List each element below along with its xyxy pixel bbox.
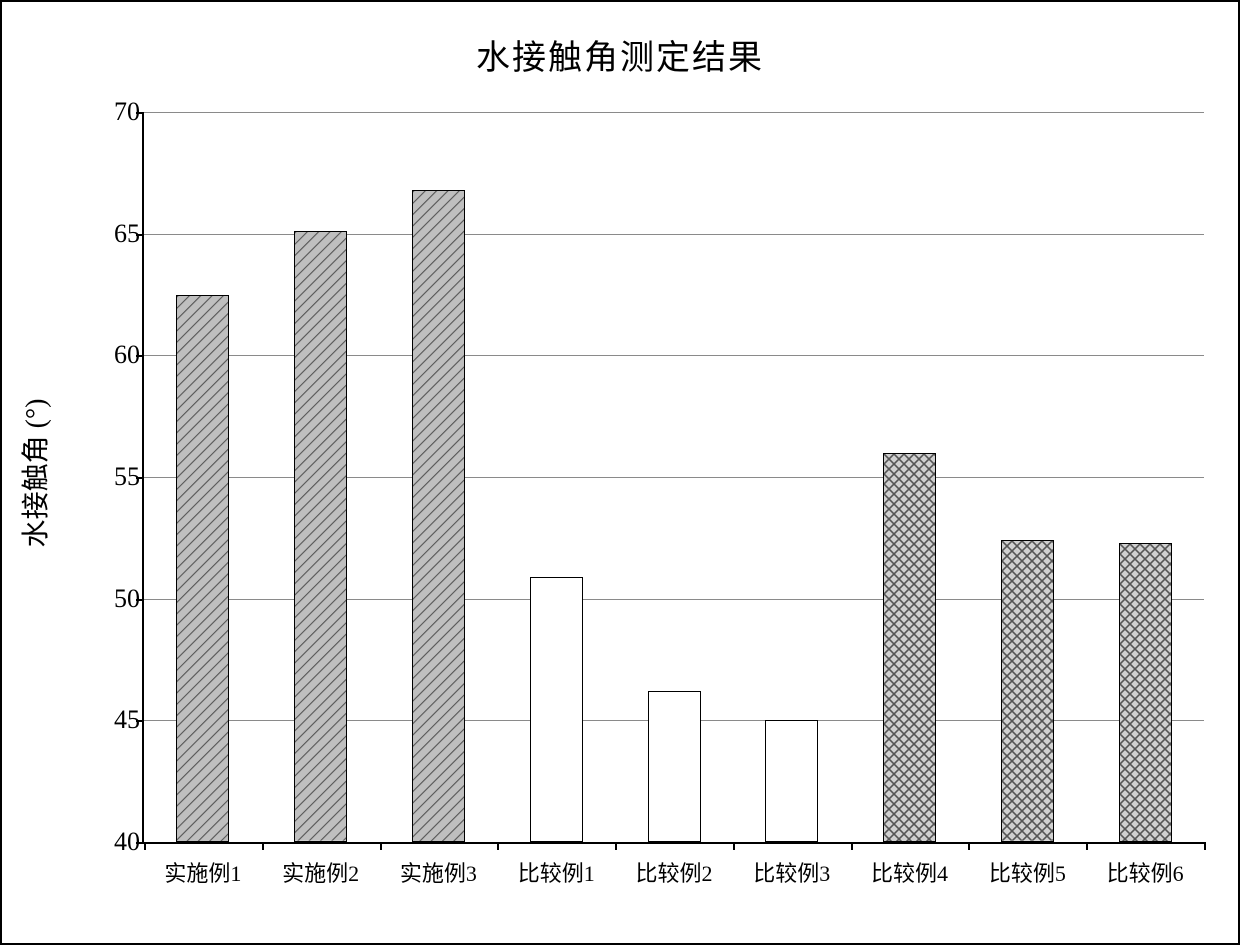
x-tick-label: 比较例5: [989, 856, 1066, 888]
y-axis-label: 水接触角 (°): [14, 398, 54, 547]
bar: [1119, 543, 1172, 842]
x-tick-label: 比较例1: [518, 856, 595, 888]
x-tick-mark: [733, 842, 735, 850]
y-axis-label-unit: (°): [21, 398, 52, 428]
y-tick-label: 55: [80, 462, 140, 492]
bar: [648, 691, 701, 842]
x-tick-label: 比较例4: [871, 856, 948, 888]
chart-title: 水接触角测定结果: [2, 30, 1238, 79]
y-tick-label: 60: [80, 340, 140, 370]
x-tick-label: 实施例2: [282, 856, 359, 888]
y-axis-label-text: 水接触角: [21, 435, 52, 547]
x-tick-mark: [968, 842, 970, 850]
y-tick-label: 45: [80, 705, 140, 735]
x-tick-mark: [1086, 842, 1088, 850]
x-tick-mark: [851, 842, 853, 850]
x-tick-mark: [497, 842, 499, 850]
bar: [294, 231, 347, 842]
x-tick-mark: [615, 842, 617, 850]
x-tick-label: 实施例3: [400, 856, 477, 888]
y-tick-label: 40: [80, 827, 140, 857]
x-tick-mark: [1204, 842, 1206, 850]
bar: [883, 453, 936, 842]
bar: [1001, 540, 1054, 842]
bar: [765, 720, 818, 842]
x-tick-mark: [262, 842, 264, 850]
chart-frame: 水接触角测定结果 水接触角 (°) 40455055606570实施例1实施例2…: [0, 0, 1240, 945]
bar: [176, 295, 229, 843]
x-tick-label: 实施例1: [164, 856, 241, 888]
x-tick-mark: [144, 842, 146, 850]
gridline: [144, 112, 1204, 113]
bar: [530, 577, 583, 842]
x-tick-label: 比较例3: [753, 856, 830, 888]
bar: [412, 190, 465, 842]
y-tick-label: 70: [80, 97, 140, 127]
x-tick-label: 比较例2: [635, 856, 712, 888]
y-tick-label: 50: [80, 584, 140, 614]
x-tick-mark: [380, 842, 382, 850]
x-tick-label: 比较例6: [1107, 856, 1184, 888]
y-tick-label: 65: [80, 219, 140, 249]
plot-area: 40455055606570实施例1实施例2实施例3比较例1比较例2比较例3比较…: [142, 112, 1204, 844]
